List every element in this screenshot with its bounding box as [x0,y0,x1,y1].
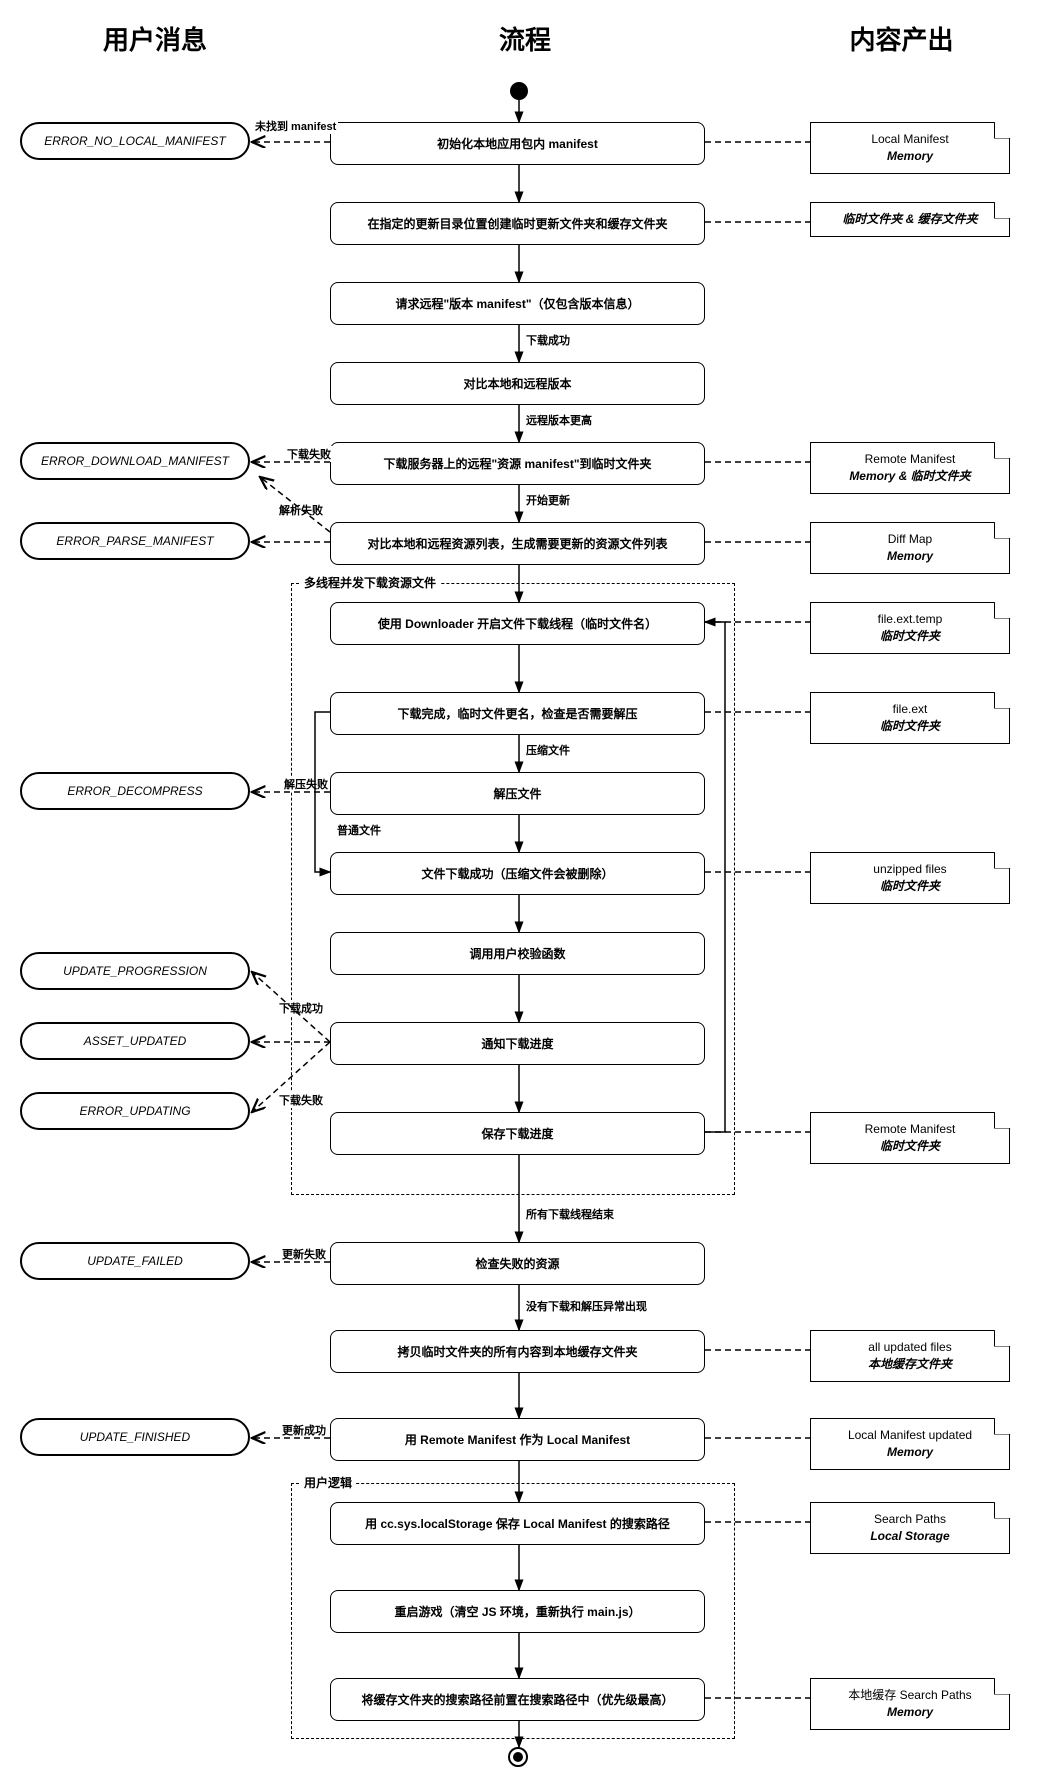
step-file-success: 文件下载成功（压缩文件会被删除） [330,852,705,895]
out-file-ext: file.ext 临时文件夹 [810,692,1010,744]
lbl-dl-ok: 下载成功 [277,1000,325,1016]
msg-update-progression: UPDATE_PROGRESSION [20,952,250,990]
out-diff-map: Diff Map Memory [810,522,1010,574]
lbl-dl-fail2: 下载失败 [277,1092,325,1108]
out-all-updated: all updated files 本地缓存文件夹 [810,1330,1010,1382]
lbl-parse-fail: 解析失败 [277,502,325,518]
lbl-dl-success: 下载成功 [524,332,572,348]
lbl-compressed: 压缩文件 [524,742,572,758]
step-compare-version: 对比本地和远程版本 [330,362,705,405]
group-download-label: 多线程并发下载资源文件 [300,574,440,591]
end-node [508,1747,528,1767]
step-init-manifest: 初始化本地应用包内 manifest [330,122,705,165]
step-swap-manifest: 用 Remote Manifest 作为 Local Manifest [330,1418,705,1461]
msg-err-download: ERROR_DOWNLOAD_MANIFEST [20,442,250,480]
lbl-dl-fail: 下载失败 [285,446,333,462]
step-rename-check: 下载完成，临时文件更名，检查是否需要解压 [330,692,705,735]
step-check-failed: 检查失败的资源 [330,1242,705,1285]
step-notify-progress: 通知下载进度 [330,1022,705,1065]
group-user-logic-label: 用户逻辑 [300,1474,356,1491]
lbl-start-update: 开始更新 [524,492,572,508]
step-start-downloader: 使用 Downloader 开启文件下载线程（临时文件名） [330,602,705,645]
flowchart-canvas: 初始化本地应用包内 manifest 在指定的更新目录位置创建临时更新文件夹和缓… [0,82,1063,112]
msg-err-parse: ERROR_PARSE_MANIFEST [20,522,250,560]
lbl-remote-higher: 远程版本更高 [524,412,594,428]
out-local-manifest: Local Manifest Memory [810,122,1010,174]
step-decompress: 解压文件 [330,772,705,815]
lbl-not-found: 未找到 manifest [253,118,338,134]
out-temp-dirs: 临时文件夹 & 缓存文件夹 [810,202,1010,237]
msg-err-decompress: ERROR_DECOMPRESS [20,772,250,810]
out-cached-paths: 本地缓存 Search Paths Memory [810,1678,1010,1730]
lbl-update-ok: 更新成功 [280,1422,328,1438]
lbl-decompress-fail: 解压失败 [282,776,330,792]
out-temp-file: file.ext.temp 临时文件夹 [810,602,1010,654]
out-unzipped: unzipped files 临时文件夹 [810,852,1010,904]
step-request-version: 请求远程"版本 manifest"（仅包含版本信息） [330,282,705,325]
start-node [510,82,528,100]
msg-update-finished: UPDATE_FINISHED [20,1418,250,1456]
step-prepend-path: 将缓存文件夹的搜索路径前置在搜索路径中（优先级最高） [330,1678,705,1721]
msg-err-updating: ERROR_UPDATING [20,1092,250,1130]
lbl-no-error: 没有下载和解压异常出现 [524,1298,649,1314]
out-remote-manifest: Remote Manifest Memory & 临时文件夹 [810,442,1010,494]
out-remote-manifest-temp: Remote Manifest 临时文件夹 [810,1112,1010,1164]
step-download-manifest: 下载服务器上的远程"资源 manifest"到临时文件夹 [330,442,705,485]
lbl-plain-file: 普通文件 [335,822,383,838]
step-diff-list: 对比本地和远程资源列表，生成需要更新的资源文件列表 [330,522,705,565]
step-create-dirs: 在指定的更新目录位置创建临时更新文件夹和缓存文件夹 [330,202,705,245]
out-local-updated: Local Manifest updated Memory [810,1418,1010,1470]
header-left: 用户消息 [0,20,310,57]
step-save-progress: 保存下载进度 [330,1112,705,1155]
header-right: 内容产出 [740,20,1063,57]
lbl-update-fail: 更新失败 [280,1246,328,1262]
msg-update-failed: UPDATE_FAILED [20,1242,250,1280]
step-copy-cache: 拷贝临时文件夹的所有内容到本地缓存文件夹 [330,1330,705,1373]
step-restart-game: 重启游戏（清空 JS 环境，重新执行 main.js） [330,1590,705,1633]
step-user-validate: 调用用户校验函数 [330,932,705,975]
header-center: 流程 [310,20,740,57]
msg-asset-updated: ASSET_UPDATED [20,1022,250,1060]
step-save-searchpath: 用 cc.sys.localStorage 保存 Local Manifest … [330,1502,705,1545]
out-search-paths: Search Paths Local Storage [810,1502,1010,1554]
msg-err-no-local: ERROR_NO_LOCAL_MANIFEST [20,122,250,160]
lbl-threads-done: 所有下载线程结束 [524,1206,616,1222]
